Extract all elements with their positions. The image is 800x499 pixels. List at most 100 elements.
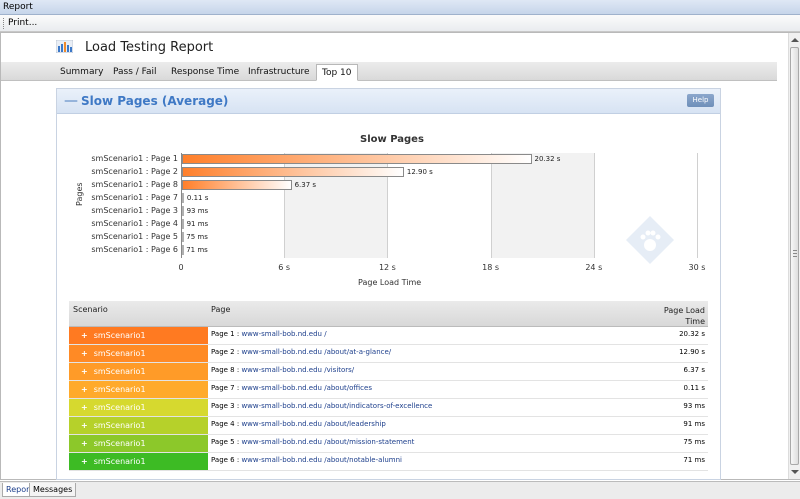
scenario-cell[interactable]: + smScenario1 — [69, 435, 208, 452]
scenario-name: smScenario1 — [93, 403, 146, 412]
tab-pass-fail[interactable]: Pass / Fail — [113, 67, 157, 77]
chart-plot-area: 20.32 s 12.90 s 6.37 s 0.11 s 93 ms 91 ms 75 m… — [181, 153, 698, 258]
page-load-time: 93 ms — [683, 402, 705, 410]
chart-band — [490, 153, 594, 258]
chart-bar-value-label: 20.32 s — [534, 155, 561, 163]
tab-top-10[interactable]: Top 10 — [316, 64, 358, 81]
chart-category-label: smScenario1 : Page 7 — [91, 193, 178, 202]
scenario-name: smScenario1 — [93, 439, 146, 448]
toolbar: Print... — [0, 15, 800, 32]
page-cell: Page 6 : www-small-bob.nd.edu /about/not… — [211, 453, 402, 468]
table-row: + smScenario1 Page 5 : www-small-bob.nd.ed… — [69, 435, 708, 453]
page-cell: Page 3 : www-small-bob.nd.edu /about/ind… — [211, 399, 432, 414]
chart-gridline — [284, 153, 286, 258]
panel-title: Slow Pages (Average) — [81, 94, 229, 108]
header-load-time-line1: Page Load — [663, 306, 705, 315]
paw-watermark-icon — [625, 215, 675, 265]
chart-bar-value-label: 75 ms — [186, 233, 208, 241]
panel-header: — Slow Pages (Average) Help — [57, 89, 720, 114]
page-url-link[interactable]: www-small-bob.nd.edu /about/at-a-glance/ — [241, 348, 392, 356]
scenario-cell[interactable]: + smScenario1 — [69, 363, 208, 380]
page-prefix: Page 2 : — [211, 348, 242, 356]
scroll-up-icon[interactable] — [791, 38, 799, 42]
table-row: + smScenario1 Page 4 : www-small-bob.nd.ed… — [69, 417, 708, 435]
slow-pages-table: Scenario Page Page Load Time + smScenario… — [69, 301, 708, 471]
scroll-thumb[interactable] — [790, 47, 799, 465]
table-header: Scenario Page Page Load Time — [69, 301, 708, 327]
toolbar-grip[interactable] — [3, 18, 5, 29]
chart-bar[interactable] — [182, 193, 184, 203]
scenario-name: smScenario1 — [93, 385, 146, 394]
tab-bar: Summary Pass / Fail Response Time Infras… — [1, 62, 777, 81]
expand-icon[interactable]: + — [81, 439, 88, 448]
table-row: + smScenario1 Page 1 : www-small-bob.nd.ed… — [69, 327, 708, 345]
chart-x-tick-label: 30 s — [688, 263, 706, 272]
page-load-time: 91 ms — [683, 420, 705, 428]
table-row: + smScenario1 Page 7 : www-small-bob.nd.ed… — [69, 381, 708, 399]
vertical-scrollbar[interactable] — [788, 33, 800, 479]
chart-bar[interactable] — [182, 219, 184, 229]
chart-bar[interactable] — [182, 167, 404, 177]
chart-bar[interactable] — [182, 232, 184, 242]
scenario-cell[interactable]: + smScenario1 — [69, 327, 208, 344]
collapse-icon[interactable]: — — [64, 93, 78, 109]
expand-icon[interactable]: + — [81, 457, 88, 466]
chart-gridline — [697, 153, 698, 258]
scenario-cell[interactable]: + smScenario1 — [69, 381, 208, 398]
bottom-tab-messages[interactable]: Messages — [29, 483, 77, 497]
page-load-time: 20.32 s — [679, 330, 705, 338]
table-row: + smScenario1 Page 6 : www-small-bob.nd.ed… — [69, 453, 708, 471]
chart-bar[interactable] — [182, 206, 184, 216]
table-body: + smScenario1 Page 1 : www-small-bob.nd.ed… — [69, 327, 708, 471]
table-row: + smScenario1 Page 2 : www-small-bob.nd.ed… — [69, 345, 708, 363]
chart-category-label: smScenario1 : Page 8 — [91, 180, 178, 189]
header-scenario: Scenario — [73, 305, 108, 314]
scenario-cell[interactable]: + smScenario1 — [69, 345, 208, 362]
page-prefix: Page 1 : — [211, 330, 242, 338]
scenario-name: smScenario1 — [93, 331, 146, 340]
page-prefix: Page 8 : — [211, 366, 242, 374]
help-button[interactable]: Help — [687, 94, 714, 107]
expand-icon[interactable]: + — [81, 349, 88, 358]
header-load-time-line2: Time — [685, 317, 705, 326]
chart-title: Slow Pages — [360, 134, 424, 145]
scenario-name: smScenario1 — [93, 457, 146, 466]
scenario-cell[interactable]: + smScenario1 — [69, 417, 208, 434]
tab-infrastructure[interactable]: Infrastructure — [248, 67, 310, 77]
expand-icon[interactable]: + — [81, 403, 88, 412]
header-load-time: Page Load Time — [664, 305, 705, 327]
scenario-cell[interactable]: + smScenario1 — [69, 453, 208, 470]
scenario-cell[interactable]: + smScenario1 — [69, 399, 208, 416]
expand-icon[interactable]: + — [81, 385, 88, 394]
expand-icon[interactable]: + — [81, 331, 88, 340]
scroll-down-icon[interactable] — [791, 470, 799, 474]
chart-bar[interactable] — [182, 180, 292, 190]
page-cell: Page 4 : www-small-bob.nd.edu /about/lea… — [211, 417, 386, 432]
chart-bar[interactable] — [182, 245, 184, 255]
chart-bar-value-label: 6.37 s — [294, 181, 317, 189]
page-load-time: 75 ms — [683, 438, 705, 446]
page-prefix: Page 4 : — [211, 420, 242, 428]
chart-bar[interactable] — [182, 154, 532, 164]
page-url-link[interactable]: www-small-bob.nd.edu /visitors/ — [241, 366, 355, 374]
chart-bar-value-label: 93 ms — [186, 207, 209, 215]
expand-icon[interactable]: + — [81, 367, 88, 376]
chart-x-tick-label: 24 s — [585, 263, 603, 272]
page-url-link[interactable]: www-small-bob.nd.edu /about/offices — [241, 384, 372, 392]
tab-summary[interactable]: Summary — [60, 67, 104, 77]
page-cell: Page 2 : www-small-bob.nd.edu /about/at-… — [211, 345, 391, 360]
tab-response-time[interactable]: Response Time — [171, 67, 240, 77]
expand-icon[interactable]: + — [81, 421, 88, 430]
chart-bar-value-label: 12.90 s — [406, 168, 433, 176]
page-url-link[interactable]: www-small-bob.nd.edu /about/mission-stat… — [241, 438, 415, 446]
chart-gridline — [490, 153, 492, 258]
page-url-link[interactable]: www-small-bob.nd.edu / — [241, 330, 327, 338]
page-url-link[interactable]: www-small-bob.nd.edu /about/indicators-o… — [241, 402, 433, 410]
window-title: Report — [0, 0, 800, 15]
page-cell: Page 8 : www-small-bob.nd.edu /visitors/ — [211, 363, 354, 378]
chart-x-tick-label: 0 — [178, 263, 184, 272]
print-button[interactable]: Print... — [8, 18, 38, 28]
page-url-link[interactable]: www-small-bob.nd.edu /about/notable-alum… — [241, 456, 402, 464]
report-title: Load Testing Report — [85, 40, 214, 55]
page-url-link[interactable]: www-small-bob.nd.edu /about/leadership — [241, 420, 386, 428]
